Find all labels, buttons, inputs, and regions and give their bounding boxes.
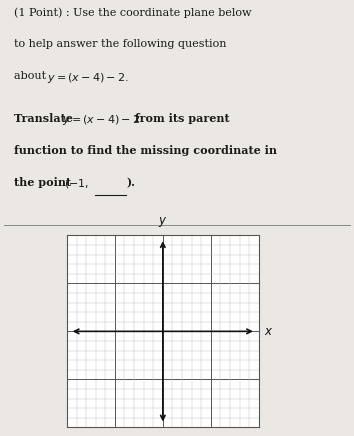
Text: ).: ). <box>126 177 135 188</box>
Text: $y=(x-4)-2.$: $y=(x-4)-2.$ <box>47 71 129 85</box>
Text: (1 Point) : Use the coordinate plane below: (1 Point) : Use the coordinate plane bel… <box>14 7 252 18</box>
Text: function to find the missing coordinate in: function to find the missing coordinate … <box>14 145 277 156</box>
Text: Translate: Translate <box>14 113 77 124</box>
Text: from its parent: from its parent <box>131 113 230 124</box>
Text: about: about <box>14 71 50 81</box>
Text: $y$: $y$ <box>158 215 167 229</box>
Text: $(-1,$: $(-1,$ <box>64 177 90 190</box>
Text: to help answer the following question: to help answer the following question <box>14 39 227 49</box>
Text: $y=(x-4)-2$: $y=(x-4)-2$ <box>62 113 140 127</box>
Text: $x$: $x$ <box>264 325 273 338</box>
Text: the point: the point <box>14 177 75 188</box>
